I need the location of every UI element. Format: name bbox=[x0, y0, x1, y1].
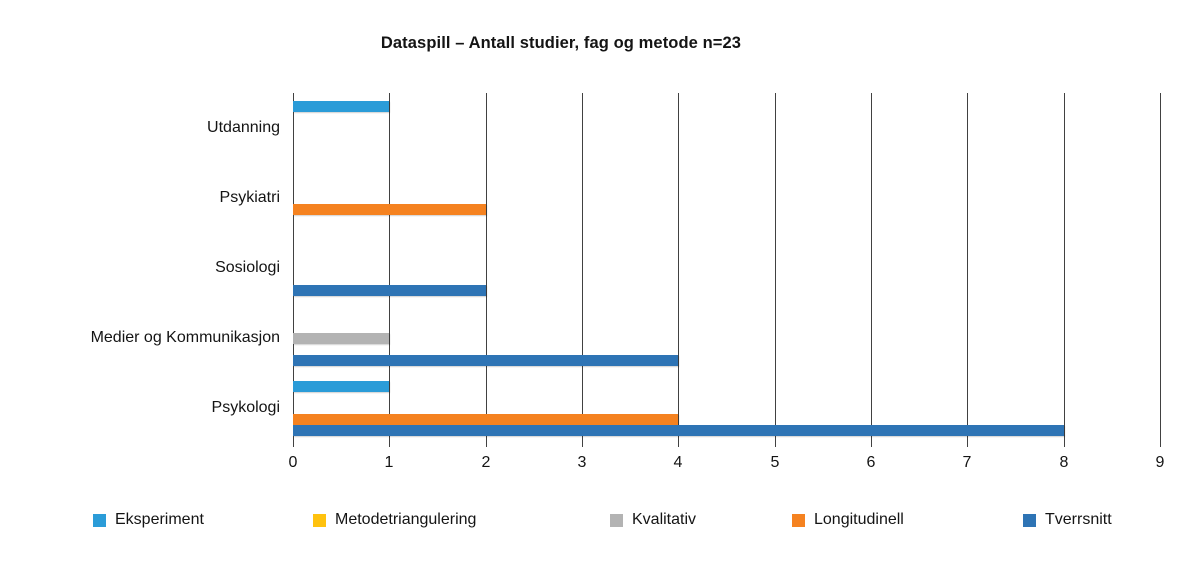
x-tick-label-4: 4 bbox=[673, 454, 683, 471]
legend-label-eksperiment: Eksperiment bbox=[115, 511, 204, 528]
category-label-psykologi: Psykologi bbox=[211, 399, 280, 416]
legend-swatch-longitudinell bbox=[792, 513, 805, 527]
x-tick-label-7: 7 bbox=[962, 454, 972, 471]
gridline-x-7 bbox=[967, 93, 968, 447]
bar-tverrsnitt-medier-og-kommunikasjon bbox=[293, 355, 678, 366]
category-label-utdanning: Utdanning bbox=[207, 119, 280, 136]
bar-longitudinell-psykiatri bbox=[293, 204, 486, 215]
legend-item-metodetriangulering: Metodetriangulering bbox=[313, 511, 476, 529]
bar-tverrsnitt-psykologi bbox=[293, 425, 1064, 436]
plot-area bbox=[293, 93, 1161, 447]
bar-tverrsnitt-sosiologi bbox=[293, 285, 486, 296]
x-tick-label-5: 5 bbox=[770, 454, 780, 471]
gridline-x-1 bbox=[389, 93, 390, 447]
legend-item-longitudinell: Longitudinell bbox=[792, 511, 904, 529]
legend-item-tverrsnitt: Tverrsnitt bbox=[1023, 511, 1112, 529]
gridline-x-8 bbox=[1064, 93, 1065, 447]
bar-kvalitativ-medier-og-kommunikasjon bbox=[293, 333, 389, 344]
x-tick-label-8: 8 bbox=[1059, 454, 1069, 471]
x-tick-label-1: 1 bbox=[384, 454, 394, 471]
category-label-medier-og-kommunikasjon: Medier og Kommunikasjon bbox=[90, 329, 280, 346]
gridline-x-9 bbox=[1160, 93, 1161, 447]
legend-item-eksperiment: Eksperiment bbox=[93, 511, 204, 529]
category-label-psykiatri: Psykiatri bbox=[219, 189, 280, 206]
x-tick-label-6: 6 bbox=[866, 454, 876, 471]
gridline-x-4 bbox=[678, 93, 679, 447]
legend-swatch-tverrsnitt bbox=[1023, 513, 1036, 527]
legend-swatch-eksperiment bbox=[93, 513, 106, 527]
legend-item-kvalitativ: Kvalitativ bbox=[610, 511, 696, 529]
x-tick-label-2: 2 bbox=[481, 454, 491, 471]
legend-label-longitudinell: Longitudinell bbox=[814, 511, 904, 528]
gridline-x-3 bbox=[582, 93, 583, 447]
bar-eksperiment-utdanning bbox=[293, 101, 389, 112]
gridline-x-2 bbox=[486, 93, 487, 447]
x-tick-label-9: 9 bbox=[1155, 454, 1165, 471]
legend-swatch-kvalitativ bbox=[610, 513, 623, 527]
gridline-x-5 bbox=[775, 93, 776, 447]
gridline-x-0 bbox=[293, 93, 294, 447]
chart-title: Dataspill – Antall studier, fag og metod… bbox=[380, 34, 742, 52]
bar-eksperiment-psykologi bbox=[293, 381, 389, 392]
gridline-x-6 bbox=[871, 93, 872, 447]
x-tick-label-3: 3 bbox=[577, 454, 587, 471]
legend-swatch-metodetriangulering bbox=[313, 513, 326, 527]
category-label-sosiologi: Sosiologi bbox=[215, 259, 280, 276]
bar-longitudinell-psykologi bbox=[293, 414, 678, 425]
y-axis-labels: Utdanning Psykiatri Sosiologi Medier og Kom… bbox=[0, 93, 280, 443]
legend-label-kvalitativ: Kvalitativ bbox=[632, 511, 697, 528]
x-tick-label-0: 0 bbox=[288, 454, 298, 471]
legend-label-tverrsnitt: Tverrsnitt bbox=[1045, 511, 1112, 528]
legend-label-metodetriangulering: Metodetriangulering bbox=[335, 511, 477, 528]
